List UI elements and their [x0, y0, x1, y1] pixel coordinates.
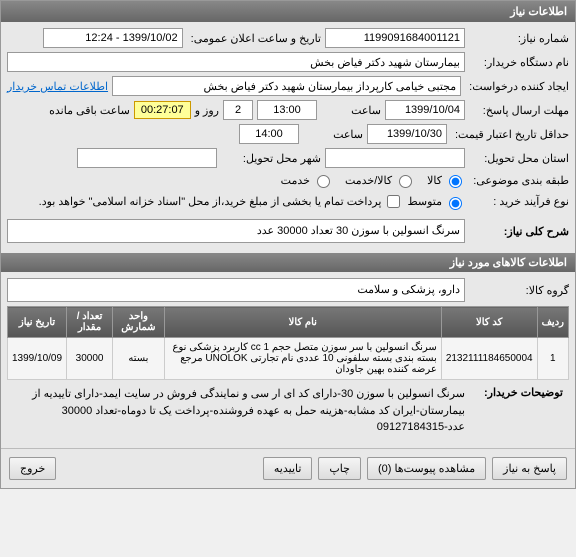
- remaining-time: 00:27:07: [134, 101, 191, 119]
- cell-idx: 1: [537, 338, 568, 380]
- delivery-city-label: شهر محل تحویل:: [221, 152, 321, 165]
- process-radio-group: متوسط: [407, 194, 465, 210]
- validity-time[interactable]: [239, 124, 299, 144]
- th-qty: تعداد / مقدار: [67, 307, 113, 338]
- respond-button[interactable]: پاسخ به نیاز: [492, 457, 567, 480]
- announce-input[interactable]: [43, 28, 183, 48]
- remaining-label: ساعت باقی مانده: [49, 104, 130, 117]
- items-table: ردیف کد کالا نام کالا واحد شمارش تعداد /…: [7, 306, 569, 380]
- time-label-2: ساعت: [303, 128, 363, 141]
- table-row[interactable]: 1 2132111184650004 سرنگ انسولین با سر سو…: [8, 338, 569, 380]
- process-label: نوع فرآیند خرید :: [469, 195, 569, 208]
- th-date: تاریخ نیاز: [8, 307, 67, 338]
- radio-goods-input[interactable]: [449, 175, 462, 188]
- delivery-city-input[interactable]: [77, 148, 217, 168]
- creator-input[interactable]: [112, 76, 461, 96]
- budget-radio-group: کالا کالا/خدمت خدمت: [281, 172, 465, 188]
- cell-name: سرنگ انسولین با سر سوزن متصل حجم cc 1 کا…: [164, 338, 441, 380]
- th-row: ردیف: [537, 307, 568, 338]
- header-title: اطلاعات نیاز: [510, 6, 567, 18]
- print-button[interactable]: چاپ: [318, 457, 361, 480]
- th-unit: واحد شمارش: [113, 307, 165, 338]
- confirm-button[interactable]: تاییدیه: [263, 457, 313, 480]
- cell-code: 2132111184650004: [441, 338, 537, 380]
- attachments-button[interactable]: مشاهده پیوست‌ها (0): [367, 457, 486, 480]
- th-name: نام کالا: [164, 307, 441, 338]
- validity-date[interactable]: [367, 124, 447, 144]
- delivery-prov-label: استان محل تحویل:: [469, 152, 569, 165]
- days-label: روز و: [195, 104, 219, 117]
- buyer-notes-label: توضیحات خریدار:: [473, 386, 563, 436]
- radio-mid-input[interactable]: [449, 197, 462, 210]
- need-number-label: شماره نیاز:: [469, 32, 569, 45]
- buyer-org-label: نام دستگاه خریدار:: [469, 56, 569, 69]
- deadline-label: مهلت ارسال پاسخ:: [469, 104, 569, 117]
- radio-mixed-input[interactable]: [399, 175, 412, 188]
- exit-button[interactable]: خروج: [9, 457, 56, 480]
- cell-unit: بسته: [113, 338, 165, 380]
- payment-checkbox[interactable]: [387, 195, 400, 208]
- announce-label: تاریخ و ساعت اعلان عمومی:: [187, 32, 321, 45]
- radio-goods[interactable]: کالا: [427, 172, 465, 188]
- radio-mixed[interactable]: کالا/خدمت: [345, 172, 415, 188]
- th-code: کد کالا: [441, 307, 537, 338]
- budget-label: طبقه بندی موضوعی:: [469, 174, 569, 187]
- payment-note-check[interactable]: پرداخت تمام یا بخشی از مبلغ خرید،از محل …: [39, 192, 404, 211]
- need-desc-label: شرح کلی نیاز:: [469, 225, 569, 238]
- radio-service-input[interactable]: [317, 175, 330, 188]
- need-desc-box: سرنگ انسولین با سوزن 30 تعداد 30000 عدد: [7, 219, 465, 243]
- header-bar: اطلاعات نیاز: [1, 1, 575, 22]
- items-section-title: اطلاعات کالاهای مورد نیاز: [1, 253, 575, 272]
- deadline-time[interactable]: [257, 100, 317, 120]
- cell-date: 1399/10/09: [8, 338, 67, 380]
- delivery-prov-input[interactable]: [325, 148, 465, 168]
- radio-service[interactable]: خدمت: [281, 172, 333, 188]
- creator-label: ایجاد کننده درخواست:: [465, 80, 569, 93]
- group-label: گروه کالا:: [469, 284, 569, 297]
- days-count[interactable]: [223, 100, 253, 120]
- group-value: دارو، پزشکی و سلامت: [7, 278, 465, 302]
- cell-qty: 30000: [67, 338, 113, 380]
- time-label-1: ساعت: [321, 104, 381, 117]
- buyer-notes-text: سرنگ انسولین با سوزن 30-دارای کد ای ار س…: [13, 386, 465, 436]
- need-number-input[interactable]: [325, 28, 465, 48]
- deadline-date[interactable]: [385, 100, 465, 120]
- validity-label: حداقل تاریخ اعتبار قیمت:: [451, 128, 569, 141]
- radio-mid[interactable]: متوسط: [407, 194, 465, 210]
- contact-link[interactable]: اطلاعات تماس خریدار: [7, 80, 108, 93]
- buyer-org-input[interactable]: [7, 52, 465, 72]
